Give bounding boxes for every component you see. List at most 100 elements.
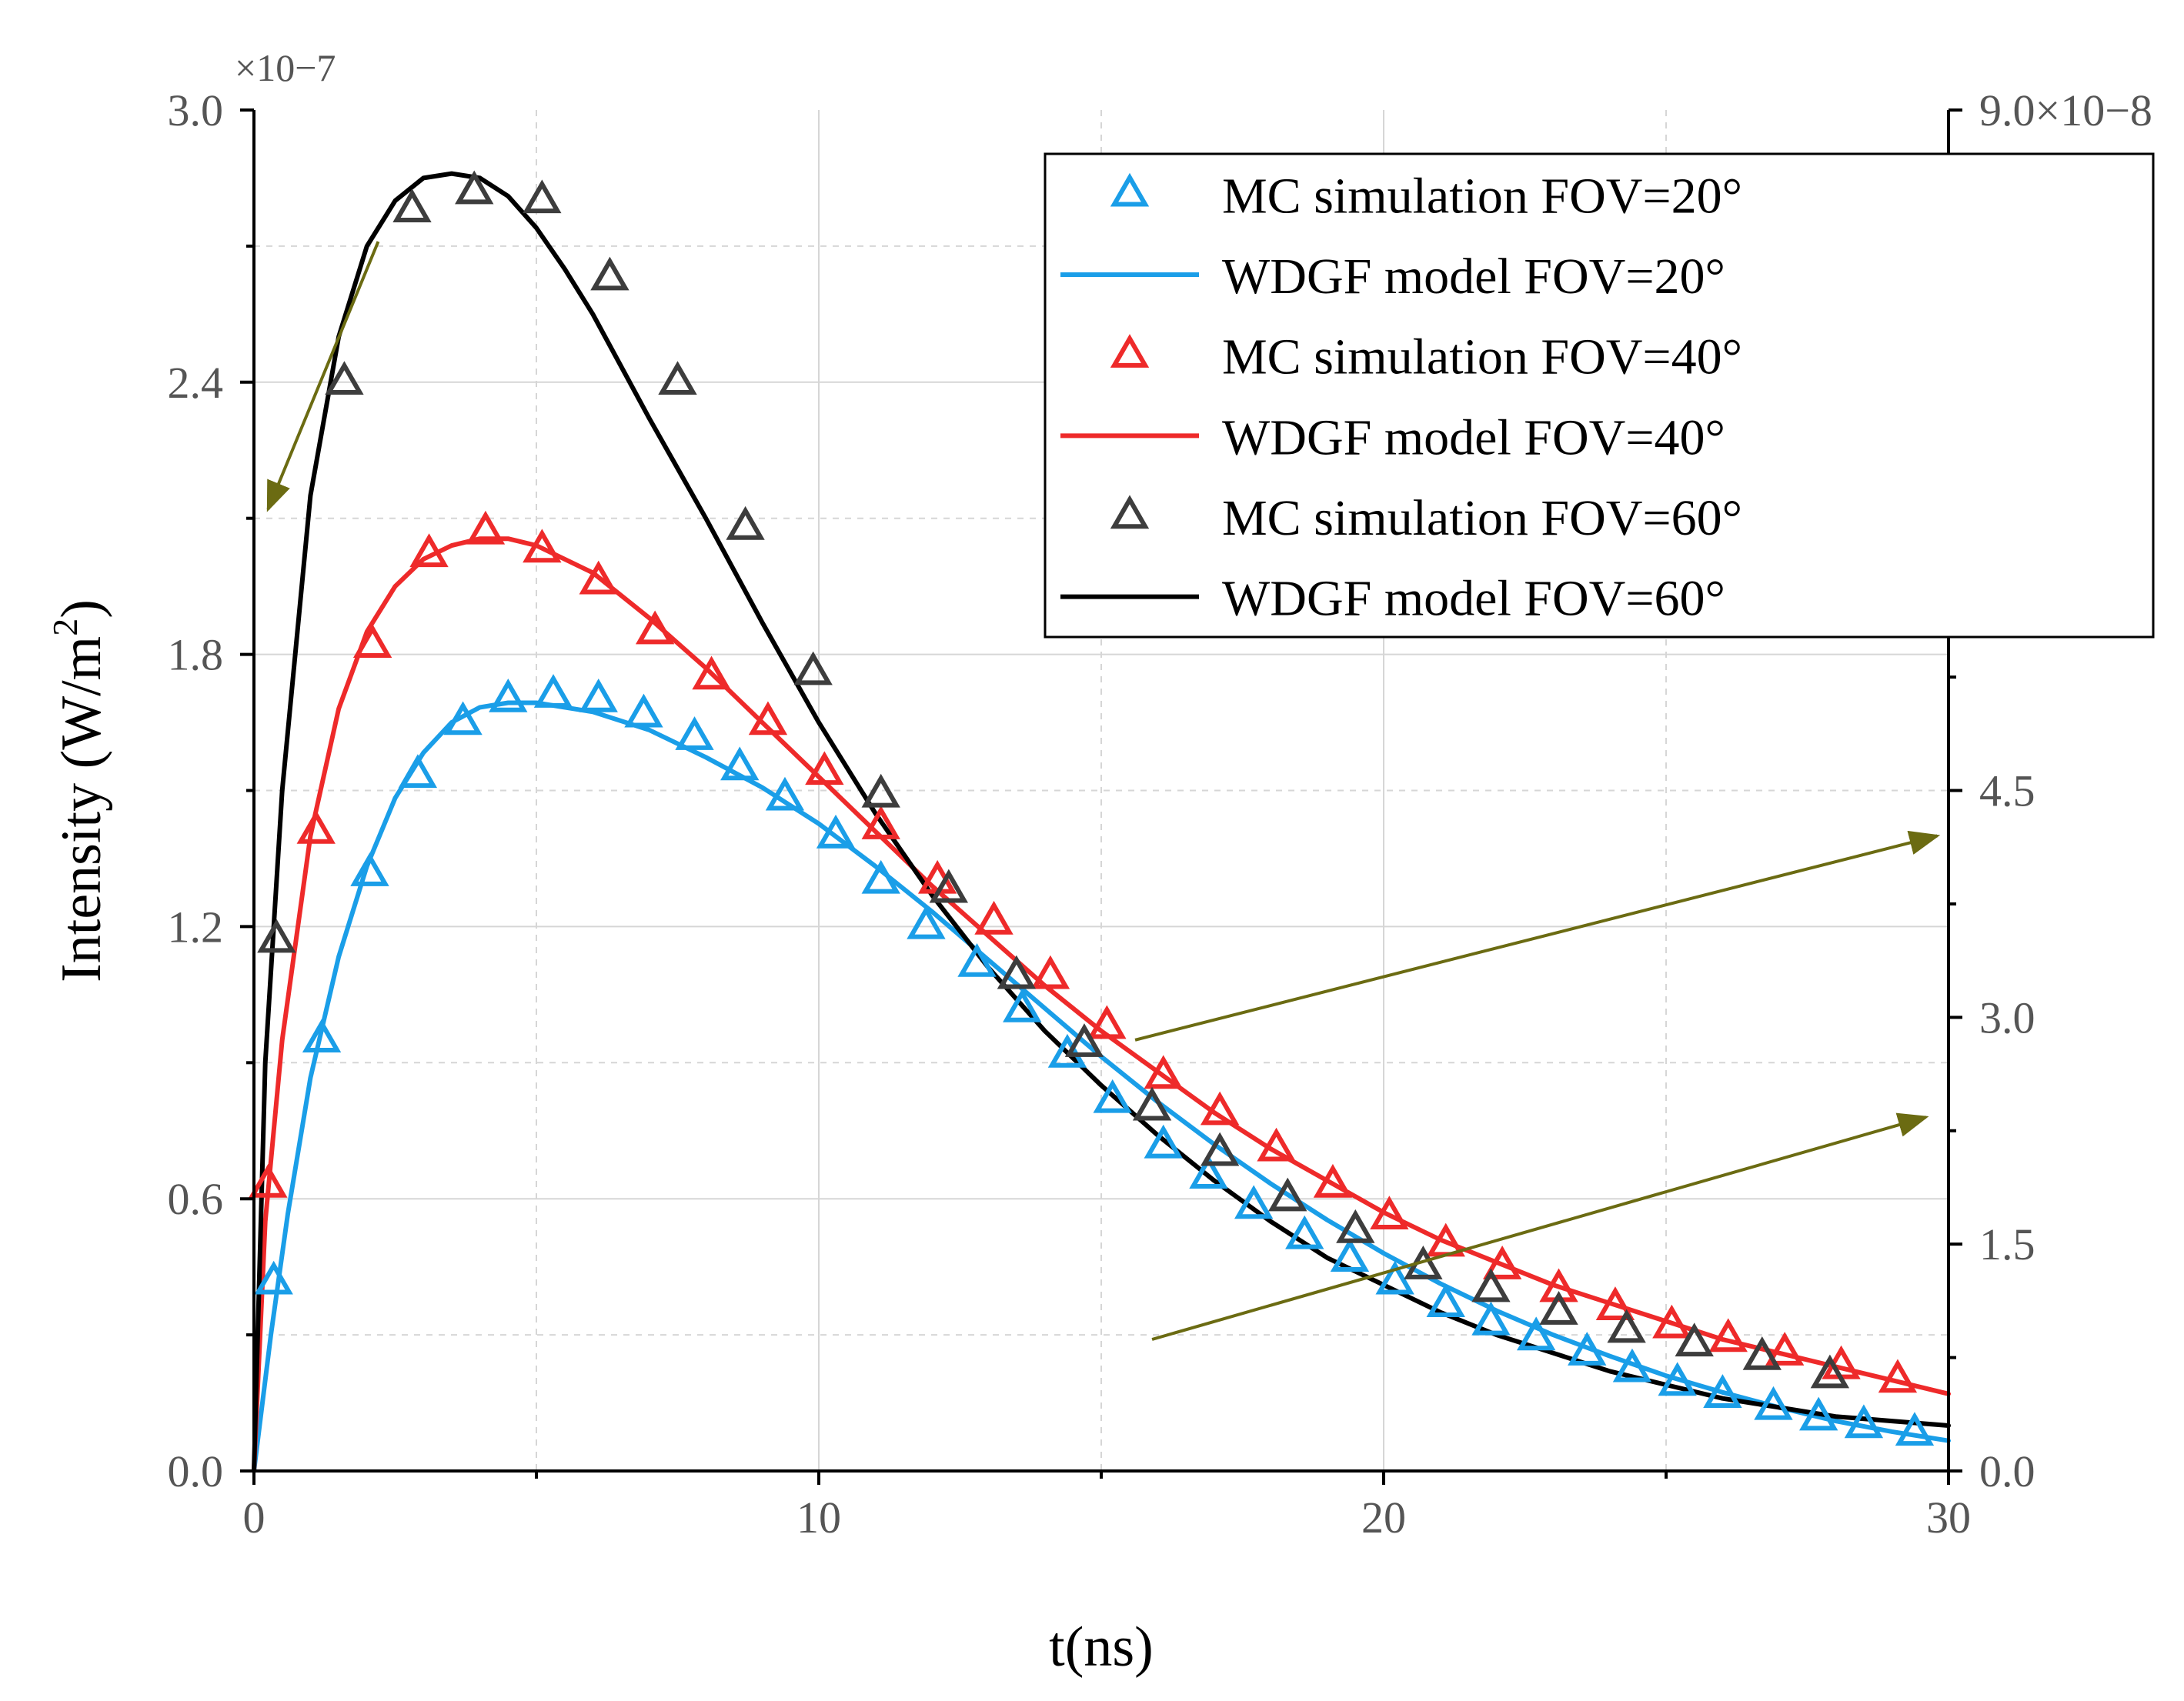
annotations: [266, 241, 1941, 1341]
data-point-2: [352, 624, 392, 659]
y-left-tick-label: 0.0: [168, 1446, 224, 1496]
data-point-2: [1144, 1055, 1183, 1089]
data-point-0: [1844, 1404, 1884, 1439]
data-point-0: [1003, 988, 1042, 1022]
data-point-4: [997, 955, 1037, 989]
y-right-tick-label: 0.0: [1979, 1446, 2035, 1496]
data-point-4: [1268, 1177, 1307, 1212]
data-point-0: [1516, 1316, 1556, 1351]
legend-marker-2: [1110, 334, 1150, 368]
annotation-arrow-0: [266, 241, 380, 512]
data-point-0: [907, 905, 946, 939]
data-point-4: [590, 256, 629, 291]
data-point-2: [748, 701, 788, 735]
data-point-0: [957, 942, 997, 977]
data-point-4: [929, 869, 969, 903]
data-point-4: [726, 505, 765, 540]
legend-box: [1044, 152, 2155, 639]
data-point-4: [793, 651, 833, 685]
y-axis-title-main: Intensity (W/m: [50, 636, 113, 982]
data-point-2: [1765, 1332, 1805, 1366]
legend-label-1: WDGF model FOV=20°: [1222, 248, 1725, 305]
x-tick-label: 20: [1361, 1493, 1406, 1543]
data-point-2: [974, 900, 1014, 935]
y-right-tick-label: 1.5: [1979, 1219, 2035, 1269]
y-left-tick-label: 0.6: [168, 1174, 224, 1224]
data-point-2: [1482, 1246, 1522, 1279]
data-point-2: [861, 805, 900, 839]
data-point-0: [398, 754, 438, 789]
y-left-tick-label: 2.4: [168, 358, 224, 408]
data-point-2: [692, 655, 731, 690]
y-right-top-label: 9.0×10−8: [1979, 85, 2152, 135]
series-line-5: [252, 171, 1951, 1473]
data-point-0: [1234, 1185, 1274, 1219]
data-point-0: [765, 776, 805, 811]
data-point-0: [579, 678, 618, 712]
data-point-2: [523, 529, 562, 563]
data-point-4: [1471, 1268, 1511, 1302]
data-point-2: [296, 809, 336, 844]
data-point-2: [1652, 1304, 1691, 1339]
data-point-0: [720, 746, 760, 781]
data-point-2: [1087, 1005, 1127, 1039]
data-point-4: [1675, 1322, 1714, 1357]
data-point-0: [350, 852, 389, 886]
data-point-2: [1313, 1163, 1353, 1198]
data-point-4: [1742, 1336, 1782, 1370]
data-point-2: [409, 533, 449, 568]
data-point-0: [254, 1260, 293, 1295]
data-point-2: [1708, 1318, 1748, 1352]
data-point-2: [579, 560, 618, 595]
data-point-2: [1878, 1359, 1918, 1393]
data-point-0: [1471, 1301, 1511, 1336]
y-left-tick-label: 3.0: [168, 85, 224, 135]
data-point-0: [1144, 1124, 1183, 1159]
data-point-0: [1568, 1332, 1607, 1366]
data-point-0: [443, 701, 483, 735]
legend-label-0: MC simulation FOV=20°: [1222, 168, 1742, 224]
data-point-0: [624, 693, 663, 728]
legend-label-2: MC simulation FOV=40°: [1222, 329, 1742, 385]
data-point-0: [675, 716, 714, 750]
data-point-4: [1064, 1023, 1104, 1057]
data-point-0: [1658, 1362, 1697, 1396]
data-point-0: [1895, 1412, 1935, 1446]
x-tick-label: 0: [243, 1493, 265, 1543]
y-right-tick-label: 3.0: [1979, 992, 2035, 1042]
plot-area: [249, 170, 1951, 1473]
data-point-0: [1612, 1348, 1652, 1382]
data-point-0: [1754, 1386, 1793, 1420]
data-point-0: [1189, 1155, 1228, 1189]
legend-label-4: MC simulation FOV=60°: [1222, 490, 1742, 546]
data-point-2: [466, 510, 506, 545]
legend-label-3: WDGF model FOV=40°: [1222, 409, 1725, 465]
data-point-2: [249, 1163, 288, 1198]
data-point-4: [392, 188, 432, 222]
data-point-4: [523, 179, 562, 214]
data-point-2: [1257, 1127, 1296, 1162]
data-point-4: [1336, 1209, 1375, 1243]
data-point-4: [1200, 1132, 1240, 1166]
annotation-arrow-2: [1151, 1112, 1929, 1341]
data-point-4: [658, 361, 697, 395]
data-point-0: [533, 674, 573, 708]
data-point-2: [1200, 1091, 1240, 1126]
data-point-0: [861, 859, 900, 894]
data-point-0: [1047, 1033, 1087, 1068]
x-tick-label: 30: [1926, 1493, 1971, 1543]
data-point-4: [861, 773, 900, 808]
y-left-multiplier: ×10−7: [235, 46, 336, 89]
data-point-4: [1132, 1086, 1172, 1121]
data-point-0: [1375, 1260, 1414, 1295]
annotation-arrow-1: [1134, 830, 1941, 1042]
data-point-0: [489, 678, 528, 712]
data-point-0: [302, 1019, 342, 1053]
data-point-4: [1607, 1309, 1646, 1343]
data-point-0: [1703, 1374, 1742, 1408]
data-point-4: [325, 361, 364, 395]
data-point-4: [1539, 1291, 1578, 1325]
data-point-2: [1030, 955, 1070, 989]
y-axis-title-superscript: 2: [45, 619, 85, 636]
data-point-0: [1330, 1238, 1370, 1272]
